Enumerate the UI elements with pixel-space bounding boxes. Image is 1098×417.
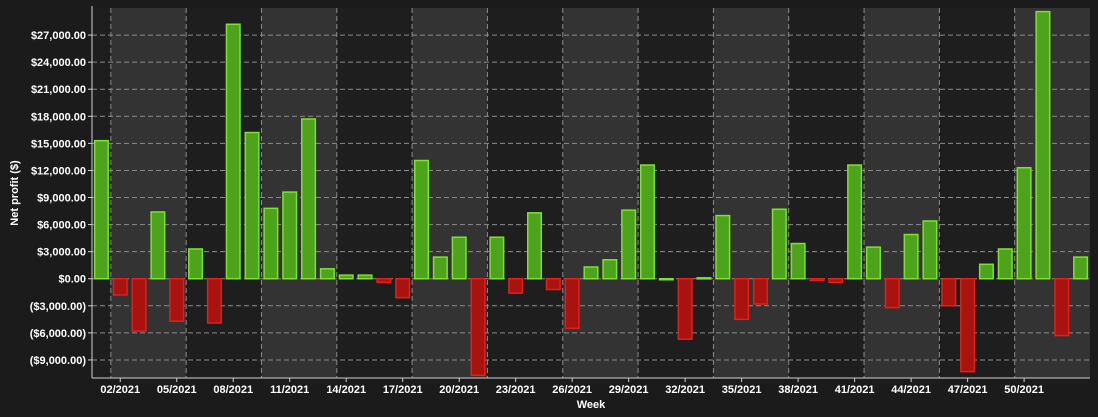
bar-positive — [338, 274, 354, 280]
y-tick-label: $15,000.00 — [31, 138, 86, 150]
bar-negative — [545, 277, 561, 291]
x-tick-label: 14/2021 — [326, 384, 366, 396]
bar-negative — [508, 277, 524, 294]
bar-positive — [771, 208, 787, 280]
y-tick-label: $21,000.00 — [31, 84, 86, 96]
x-tick-label: 50/2021 — [1004, 384, 1044, 396]
y-tick-label: $9,000.00 — [37, 193, 86, 205]
x-tick-label: 35/2021 — [722, 384, 762, 396]
x-tick-label: 26/2021 — [552, 384, 592, 396]
bar-positive — [319, 268, 335, 280]
bar-positive — [978, 263, 994, 280]
bar-negative — [884, 277, 900, 309]
bar-positive — [583, 266, 599, 280]
bar-positive — [413, 159, 430, 280]
bar-negative — [564, 277, 580, 330]
y-tick-label: $12,000.00 — [31, 165, 86, 177]
bar-negative — [395, 277, 411, 299]
y-tick-label: $27,000.00 — [31, 30, 86, 42]
x-tick-label: 47/2021 — [948, 384, 988, 396]
y-tick-label: ($9,000.00) — [30, 355, 87, 367]
bar-positive — [639, 164, 656, 280]
background-band — [110, 8, 187, 378]
bar-positive — [922, 220, 938, 280]
y-tick-label: ($3,000.00) — [30, 301, 87, 313]
bar-positive — [997, 248, 1013, 280]
background-band — [864, 8, 940, 378]
bar-positive — [715, 214, 731, 280]
bar-negative — [206, 277, 222, 324]
bar-positive — [602, 259, 618, 280]
bar-positive — [263, 207, 279, 280]
bar-negative — [960, 277, 976, 373]
x-tick-label: 05/2021 — [157, 384, 197, 396]
background-band — [336, 8, 413, 378]
bar-positive — [1016, 166, 1032, 280]
bar-positive — [432, 256, 448, 280]
bar-positive — [1035, 10, 1051, 280]
bar-positive — [696, 277, 712, 280]
bar-positive — [903, 233, 919, 280]
x-tick-label: 02/2021 — [100, 384, 140, 396]
axes — [91, 6, 1090, 379]
bar-positive — [282, 191, 298, 280]
background-band — [939, 8, 1015, 378]
bar-positive — [865, 246, 881, 280]
bar-positive — [451, 236, 467, 280]
x-tick-label: 23/2021 — [496, 384, 536, 396]
bar-positive — [357, 274, 373, 280]
bar-positive — [188, 248, 204, 280]
y-tick-label: $18,000.00 — [31, 111, 86, 123]
bar-positive — [301, 118, 317, 280]
x-tick-label: 11/2021 — [270, 384, 309, 396]
bar-negative — [828, 277, 844, 284]
bar-positive — [621, 209, 637, 280]
bar-negative — [752, 277, 769, 305]
y-tick-label: $24,000.00 — [31, 57, 86, 69]
y-tick-labels: $27,000.00 $24,000.00 $21,000.00 $18,000.00… — [30, 30, 92, 367]
bar-negative — [941, 277, 957, 307]
bar-positive — [658, 277, 674, 281]
bar-negative — [169, 277, 185, 322]
bar-positive — [225, 23, 241, 280]
bar-negative — [677, 277, 693, 340]
x-tick-label: 29/2021 — [609, 384, 649, 396]
background-band — [487, 8, 563, 378]
bar-negative — [734, 277, 750, 321]
bar-positive — [526, 212, 543, 280]
y-tick-label: $3,000.00 — [37, 247, 86, 259]
bar-positive — [150, 211, 166, 280]
x-tick-label: 08/2021 — [213, 384, 253, 396]
x-tick-label: 41/2021 — [835, 384, 875, 396]
y-tick-label: ($6,000.00) — [30, 328, 87, 340]
bar-negative — [131, 277, 147, 332]
y-tick-label: $0.00 — [58, 274, 86, 286]
x-tick-labels: 02/2021 05/2021 08/2021 11/2021 14/2021 17/20… — [100, 378, 1044, 396]
background-band — [261, 8, 337, 378]
bar-negative — [1054, 277, 1070, 337]
bar-positive — [244, 131, 260, 280]
bar-positive — [1073, 256, 1089, 280]
y-tick-label: $6,000.00 — [37, 220, 86, 232]
background-bands — [92, 8, 1090, 378]
y-axis-label: Net profit ($) — [9, 160, 21, 226]
x-tick-label: 38/2021 — [778, 384, 818, 396]
bar-negative — [470, 277, 486, 377]
x-tick-label: 32/2021 — [665, 384, 705, 396]
bars — [93, 10, 1089, 377]
bar-positive — [93, 139, 109, 280]
bar-negative — [112, 277, 128, 296]
bar-positive — [847, 164, 863, 280]
x-tick-label: 44/2021 — [891, 384, 931, 396]
x-tick-label: 20/2021 — [439, 384, 479, 396]
bar-positive — [489, 236, 505, 280]
x-axis-label: Week — [577, 399, 606, 411]
bar-negative — [809, 277, 825, 282]
background-band — [713, 8, 789, 378]
bar-positive — [790, 242, 806, 280]
bar-negative — [376, 277, 392, 284]
x-tick-label: 17/2021 — [383, 384, 423, 396]
